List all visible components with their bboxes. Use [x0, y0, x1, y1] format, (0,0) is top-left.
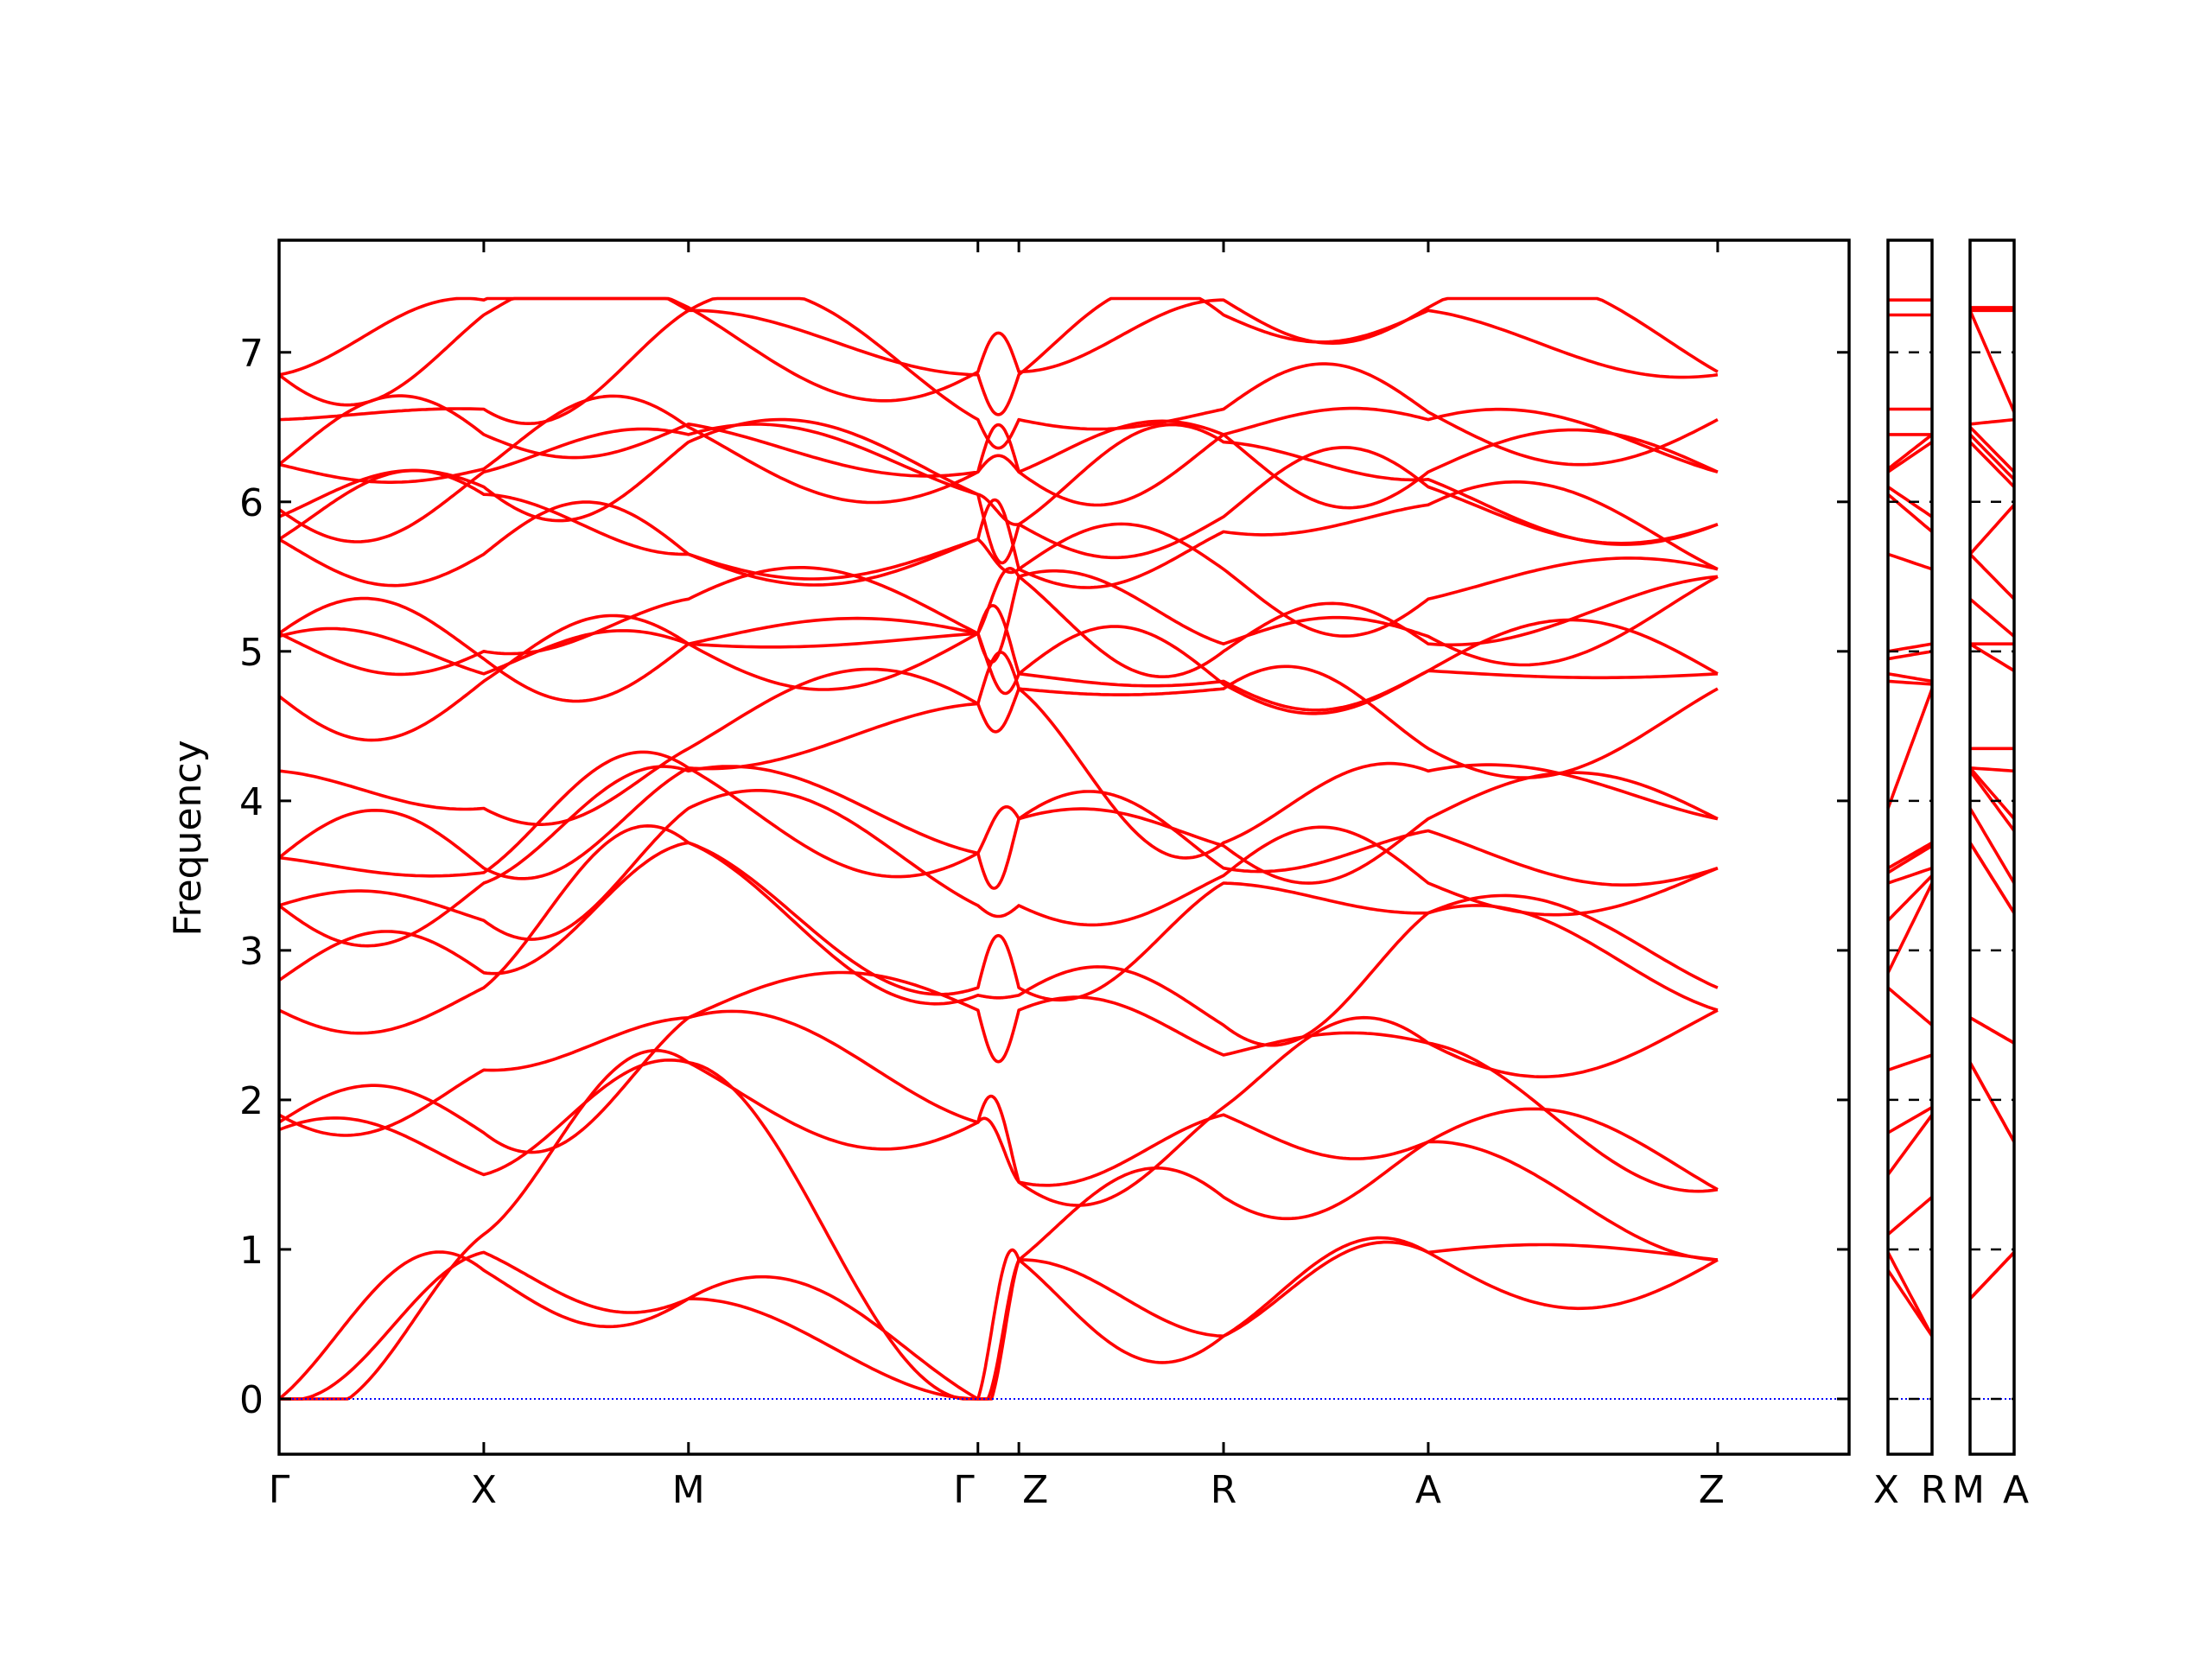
band-line-3: [279, 1049, 1718, 1401]
band-line-panel3-17: [1968, 597, 2016, 638]
band-line-26: [278, 296, 1719, 403]
x-tick-label-2: M: [672, 1468, 705, 1512]
band-line-panel3-21: [1968, 433, 2016, 481]
band-line-panel3-23: [1969, 417, 2015, 426]
x-tick-label-4: Z: [1022, 1468, 1048, 1512]
frames-layer: [277, 238, 2016, 1456]
y-tick-label-5: 5: [239, 631, 264, 675]
band-line-panel2-2: [1886, 1251, 1934, 1338]
band-line-5: [278, 1009, 1719, 1207]
band-line-10: [277, 765, 1719, 948]
y-tick-label-7: 7: [239, 332, 264, 376]
band-line-4: [278, 1058, 1719, 1192]
band-line-panel2-11: [1887, 844, 1933, 874]
y-tick-label-4: 4: [239, 780, 264, 824]
band-line-7: [278, 824, 1719, 1047]
panel2-start-label: X: [1873, 1468, 1899, 1512]
panel-frame-1: [277, 238, 1851, 1456]
panel-frame-3: [1968, 238, 2016, 1456]
x-tick-label-0: Γ: [269, 1468, 290, 1512]
band-line-panel3-4: [1968, 1061, 2016, 1143]
band-line-18: [278, 500, 1719, 638]
band-line-panel2-18: [1887, 552, 1933, 571]
band-line-panel2-21: [1886, 441, 1934, 474]
band-line-panel2-3: [1886, 1196, 1934, 1236]
x-tick-label-6: A: [1415, 1468, 1441, 1512]
band-line-22: [278, 394, 1719, 510]
band-line-20: [278, 417, 1719, 560]
band-line-panel3-15: [1969, 642, 2015, 672]
band-line-panel2-16: [1887, 650, 1933, 661]
band-line-panel2-6: [1887, 1053, 1933, 1072]
band-line-panel2-4: [1886, 1114, 1934, 1176]
band-line-25: [277, 296, 1719, 416]
band-line-panel2-15: [1887, 672, 1933, 683]
band-line-panel2-5: [1887, 1106, 1933, 1135]
y-tick-label-3: 3: [239, 930, 264, 974]
x-tick-label-5: R: [1211, 1468, 1237, 1512]
band-line-6: [278, 970, 1719, 1137]
y-tick-label-0: 0: [239, 1378, 264, 1422]
band-line-panel3-19: [1968, 504, 2016, 556]
band-line-1: [277, 1240, 1719, 1401]
band-line-17: [278, 566, 1719, 677]
panel3-end-label: A: [2003, 1468, 2029, 1512]
band-line-panel3-11: [1968, 766, 2016, 820]
band-line-panel2-10: [1887, 867, 1933, 885]
x-tick-label-1: X: [471, 1468, 497, 1512]
band-line-panel3-24: [1968, 309, 2016, 413]
band-line-panel2-9: [1886, 874, 1934, 922]
y-axis-label: Frequency: [166, 740, 210, 936]
band-line-panel3-9: [1968, 807, 2016, 884]
band-line-panel2-17: [1887, 642, 1933, 653]
panel2-end-label: R: [1921, 1468, 1948, 1512]
bands-layer: [277, 296, 2016, 1401]
panel-frame-2: [1886, 238, 1934, 1456]
band-line-23: [277, 394, 1719, 507]
band-line-panel3-12: [1969, 766, 2015, 773]
x-tick-label-7: Z: [1699, 1468, 1725, 1512]
y-tick-label-6: 6: [239, 481, 264, 525]
band-line-13: [278, 664, 1719, 826]
band-line-24: [278, 296, 1719, 467]
band-line-panel2-22: [1886, 433, 1934, 471]
band-line-panel3-6: [1969, 1016, 2015, 1045]
band-line-19: [278, 468, 1719, 589]
band-line-panel2-19: [1886, 493, 1934, 533]
band-line-panel3-2: [1968, 1251, 2016, 1300]
band-line-11: [278, 750, 1719, 885]
ticks-layer: [277, 240, 2014, 1454]
band-line-8: [277, 841, 1719, 1002]
band-line-9: [278, 789, 1719, 941]
band-line-21: [277, 423, 1719, 565]
band-line-panel2-13: [1886, 688, 1934, 810]
band-line-panel3-22: [1968, 426, 2016, 474]
band-line-panel2-7: [1886, 986, 1934, 1027]
x-tick-label-3: Γ: [953, 1468, 975, 1512]
band-line-panel3-20: [1968, 441, 2016, 488]
band-line-15: [278, 604, 1719, 712]
band-line-2: [279, 1236, 1719, 1401]
band-line-panel2-8: [1886, 882, 1934, 974]
panel3-start-label: M: [1952, 1468, 1985, 1512]
y-tick-label-1: 1: [239, 1229, 264, 1273]
band-line-panel2-12: [1887, 841, 1933, 870]
band-line-panel2-14: [1887, 679, 1933, 686]
y-tick-label-2: 2: [239, 1079, 264, 1123]
band-line-panel3-18: [1968, 553, 2016, 601]
band-line-panel3-8: [1968, 842, 2016, 914]
